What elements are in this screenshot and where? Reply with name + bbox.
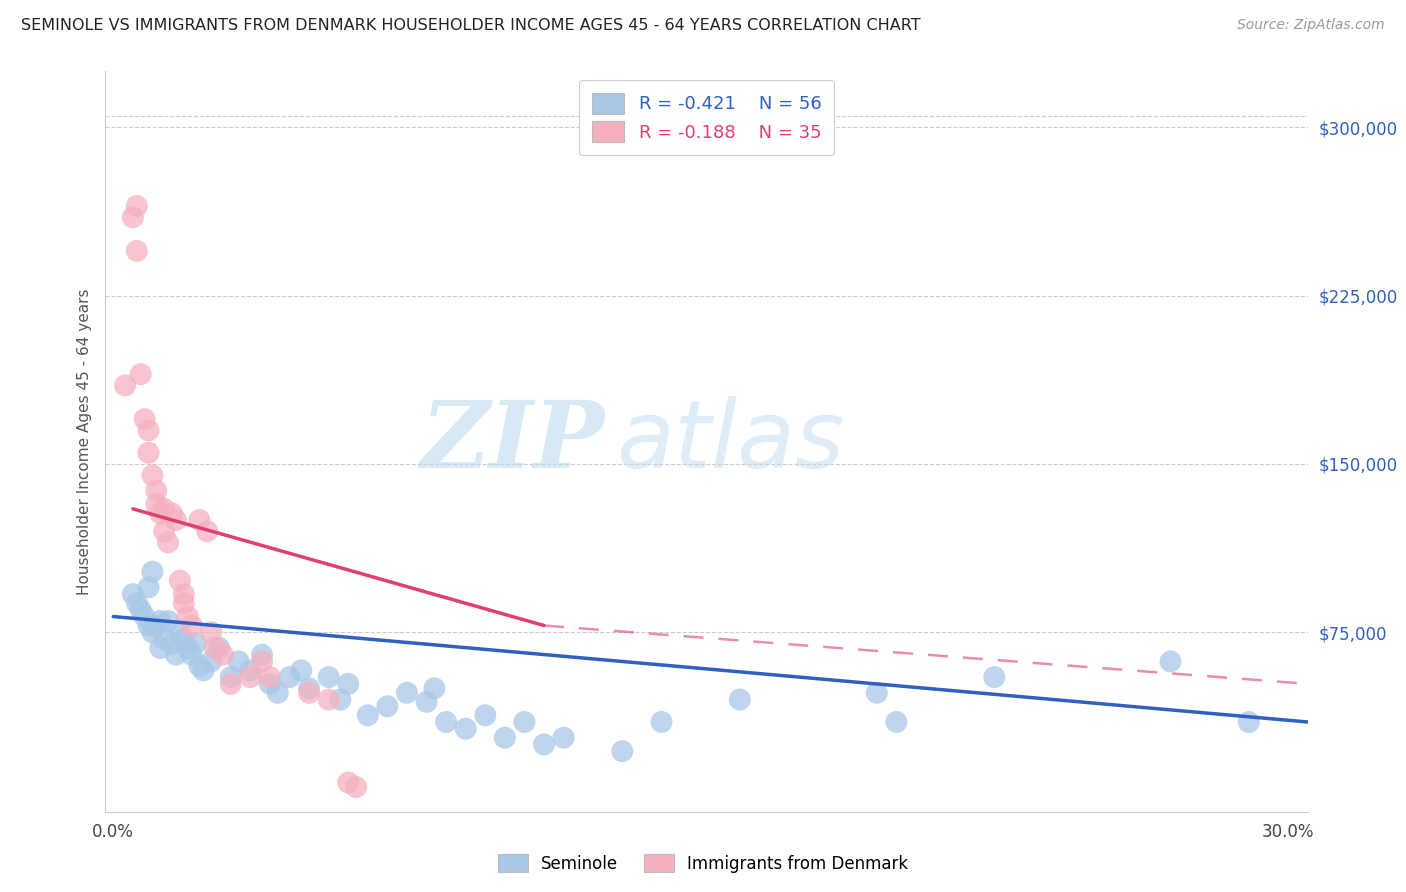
Point: [290, 664, 312, 678]
Point: [228, 654, 250, 668]
Point: [153, 524, 176, 539]
Point: [200, 654, 222, 668]
Point: [267, 686, 290, 700]
Point: [193, 664, 215, 678]
Point: [169, 574, 191, 588]
Point: [153, 501, 176, 516]
Point: [612, 744, 634, 758]
Point: [337, 775, 360, 789]
Point: [454, 722, 477, 736]
Text: SEMINOLE VS IMMIGRANTS FROM DENMARK HOUSEHOLDER INCOME AGES 45 - 64 YEARS CORREL: SEMINOLE VS IMMIGRANTS FROM DENMARK HOUS…: [21, 18, 921, 33]
Point: [219, 670, 242, 684]
Point: [149, 640, 172, 655]
Point: [188, 513, 211, 527]
Point: [866, 686, 889, 700]
Point: [212, 648, 235, 662]
Point: [278, 670, 301, 684]
Point: [250, 648, 273, 662]
Point: [513, 714, 536, 729]
Point: [125, 596, 148, 610]
Point: [134, 412, 156, 426]
Point: [650, 714, 672, 729]
Text: Source: ZipAtlas.com: Source: ZipAtlas.com: [1237, 18, 1385, 32]
Point: [329, 692, 352, 706]
Point: [239, 664, 262, 678]
Point: [173, 587, 195, 601]
Point: [395, 686, 418, 700]
Point: [208, 640, 231, 655]
Point: [141, 625, 163, 640]
Point: [141, 468, 163, 483]
Point: [138, 423, 160, 437]
Point: [125, 199, 148, 213]
Point: [298, 681, 321, 696]
Point: [149, 506, 172, 520]
Text: ZIP: ZIP: [420, 397, 605, 486]
Point: [1160, 654, 1182, 668]
Point: [188, 659, 211, 673]
Point: [195, 524, 218, 539]
Point: [219, 677, 242, 691]
Point: [239, 670, 262, 684]
Point: [494, 731, 516, 745]
Point: [121, 587, 143, 601]
Point: [134, 609, 156, 624]
Point: [357, 708, 380, 723]
Point: [1237, 714, 1260, 729]
Point: [145, 497, 167, 511]
Point: [180, 648, 202, 662]
Point: [173, 632, 195, 646]
Point: [533, 738, 555, 752]
Point: [886, 714, 908, 729]
Point: [318, 670, 340, 684]
Point: [415, 695, 437, 709]
Point: [474, 708, 496, 723]
Y-axis label: Householder Income Ages 45 - 64 years: Householder Income Ages 45 - 64 years: [76, 288, 91, 595]
Point: [138, 580, 160, 594]
Point: [298, 686, 321, 700]
Point: [121, 210, 143, 224]
Point: [149, 614, 172, 628]
Point: [176, 640, 198, 655]
Point: [259, 670, 281, 684]
Point: [983, 670, 1005, 684]
Point: [129, 603, 152, 617]
Legend: R = -0.421    N = 56, R = -0.188    N = 35: R = -0.421 N = 56, R = -0.188 N = 35: [579, 80, 834, 154]
Point: [423, 681, 446, 696]
Point: [160, 636, 183, 650]
Point: [153, 632, 176, 646]
Point: [553, 731, 575, 745]
Point: [165, 648, 187, 662]
Point: [145, 618, 167, 632]
Point: [318, 692, 340, 706]
Point: [344, 780, 367, 794]
Point: [169, 625, 191, 640]
Point: [204, 640, 226, 655]
Point: [728, 692, 751, 706]
Point: [138, 618, 160, 632]
Point: [157, 614, 180, 628]
Point: [184, 636, 207, 650]
Point: [141, 565, 163, 579]
Point: [157, 535, 180, 549]
Point: [377, 699, 399, 714]
Point: [173, 596, 195, 610]
Point: [180, 618, 202, 632]
Legend: Seminole, Immigrants from Denmark: Seminole, Immigrants from Denmark: [491, 847, 915, 880]
Point: [259, 677, 281, 691]
Point: [129, 368, 152, 382]
Point: [165, 513, 187, 527]
Point: [434, 714, 457, 729]
Point: [176, 609, 198, 624]
Text: atlas: atlas: [616, 396, 845, 487]
Point: [114, 378, 136, 392]
Point: [125, 244, 148, 258]
Point: [160, 506, 183, 520]
Point: [200, 625, 222, 640]
Point: [337, 677, 360, 691]
Point: [138, 446, 160, 460]
Point: [145, 483, 167, 498]
Point: [250, 654, 273, 668]
